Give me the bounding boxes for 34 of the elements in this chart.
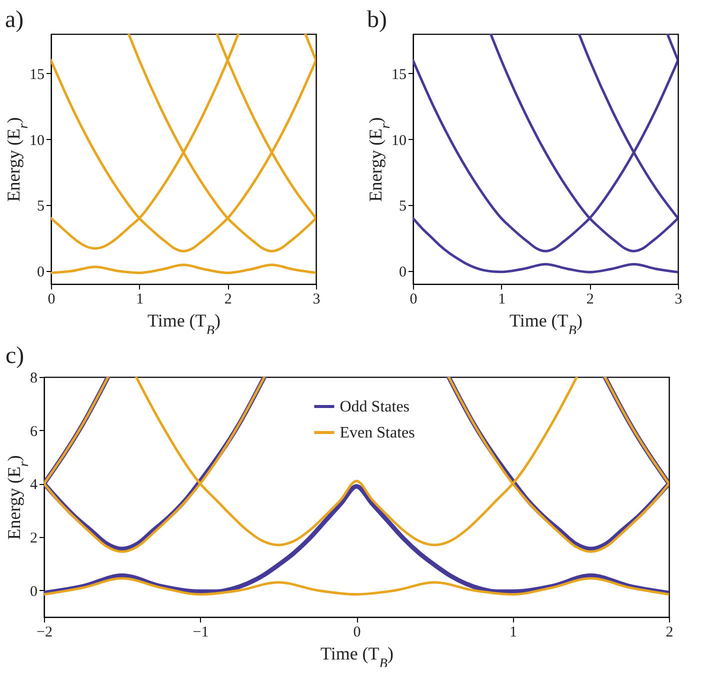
legend-label: Odd States — [340, 398, 410, 416]
x-axis-title: Time (T$_{B}$) — [147, 310, 221, 337]
chart-title: b) — [367, 7, 387, 33]
x-tick-label: 0 — [410, 292, 418, 308]
x-tick-label: −1 — [192, 624, 209, 640]
y-tick-label: 15 — [392, 66, 406, 83]
x-tick-label: 2 — [666, 624, 674, 640]
y-tick-label: 6 — [30, 424, 38, 440]
y-tick-label: 15 — [30, 66, 44, 83]
y-tick-label: 5 — [37, 198, 44, 215]
x-tick-label: 1 — [498, 292, 506, 308]
y-tick-label: 0 — [37, 264, 44, 280]
x-tick-label: 0 — [48, 292, 56, 308]
legend-label: Even States — [340, 424, 415, 442]
x-tick-label: 1 — [136, 292, 144, 308]
x-tick-label: 1 — [510, 624, 517, 640]
y-tick-label: 0 — [30, 584, 38, 600]
y-tick-label: 10 — [392, 132, 406, 149]
chart-title: a) — [5, 7, 24, 33]
y-tick-label: 2 — [30, 530, 38, 546]
x-axis-title: Time (T$_{B}$) — [320, 644, 394, 670]
x-tick-label: 0 — [353, 624, 361, 640]
x-tick-label: 3 — [674, 292, 682, 308]
x-tick-label: −2 — [36, 624, 52, 640]
y-tick-label: 4 — [30, 477, 38, 494]
x-tick-label: 2 — [224, 292, 232, 308]
chart-title: c) — [6, 343, 24, 369]
x-tick-label: 3 — [312, 292, 320, 308]
y-tick-label: 0 — [399, 264, 406, 280]
y-tick-label: 5 — [399, 198, 406, 215]
y-tick-label: 8 — [30, 370, 38, 386]
x-axis-title: Time (T$_{B}$) — [509, 310, 583, 337]
y-tick-label: 10 — [30, 132, 44, 149]
x-tick-label: 2 — [586, 292, 594, 308]
